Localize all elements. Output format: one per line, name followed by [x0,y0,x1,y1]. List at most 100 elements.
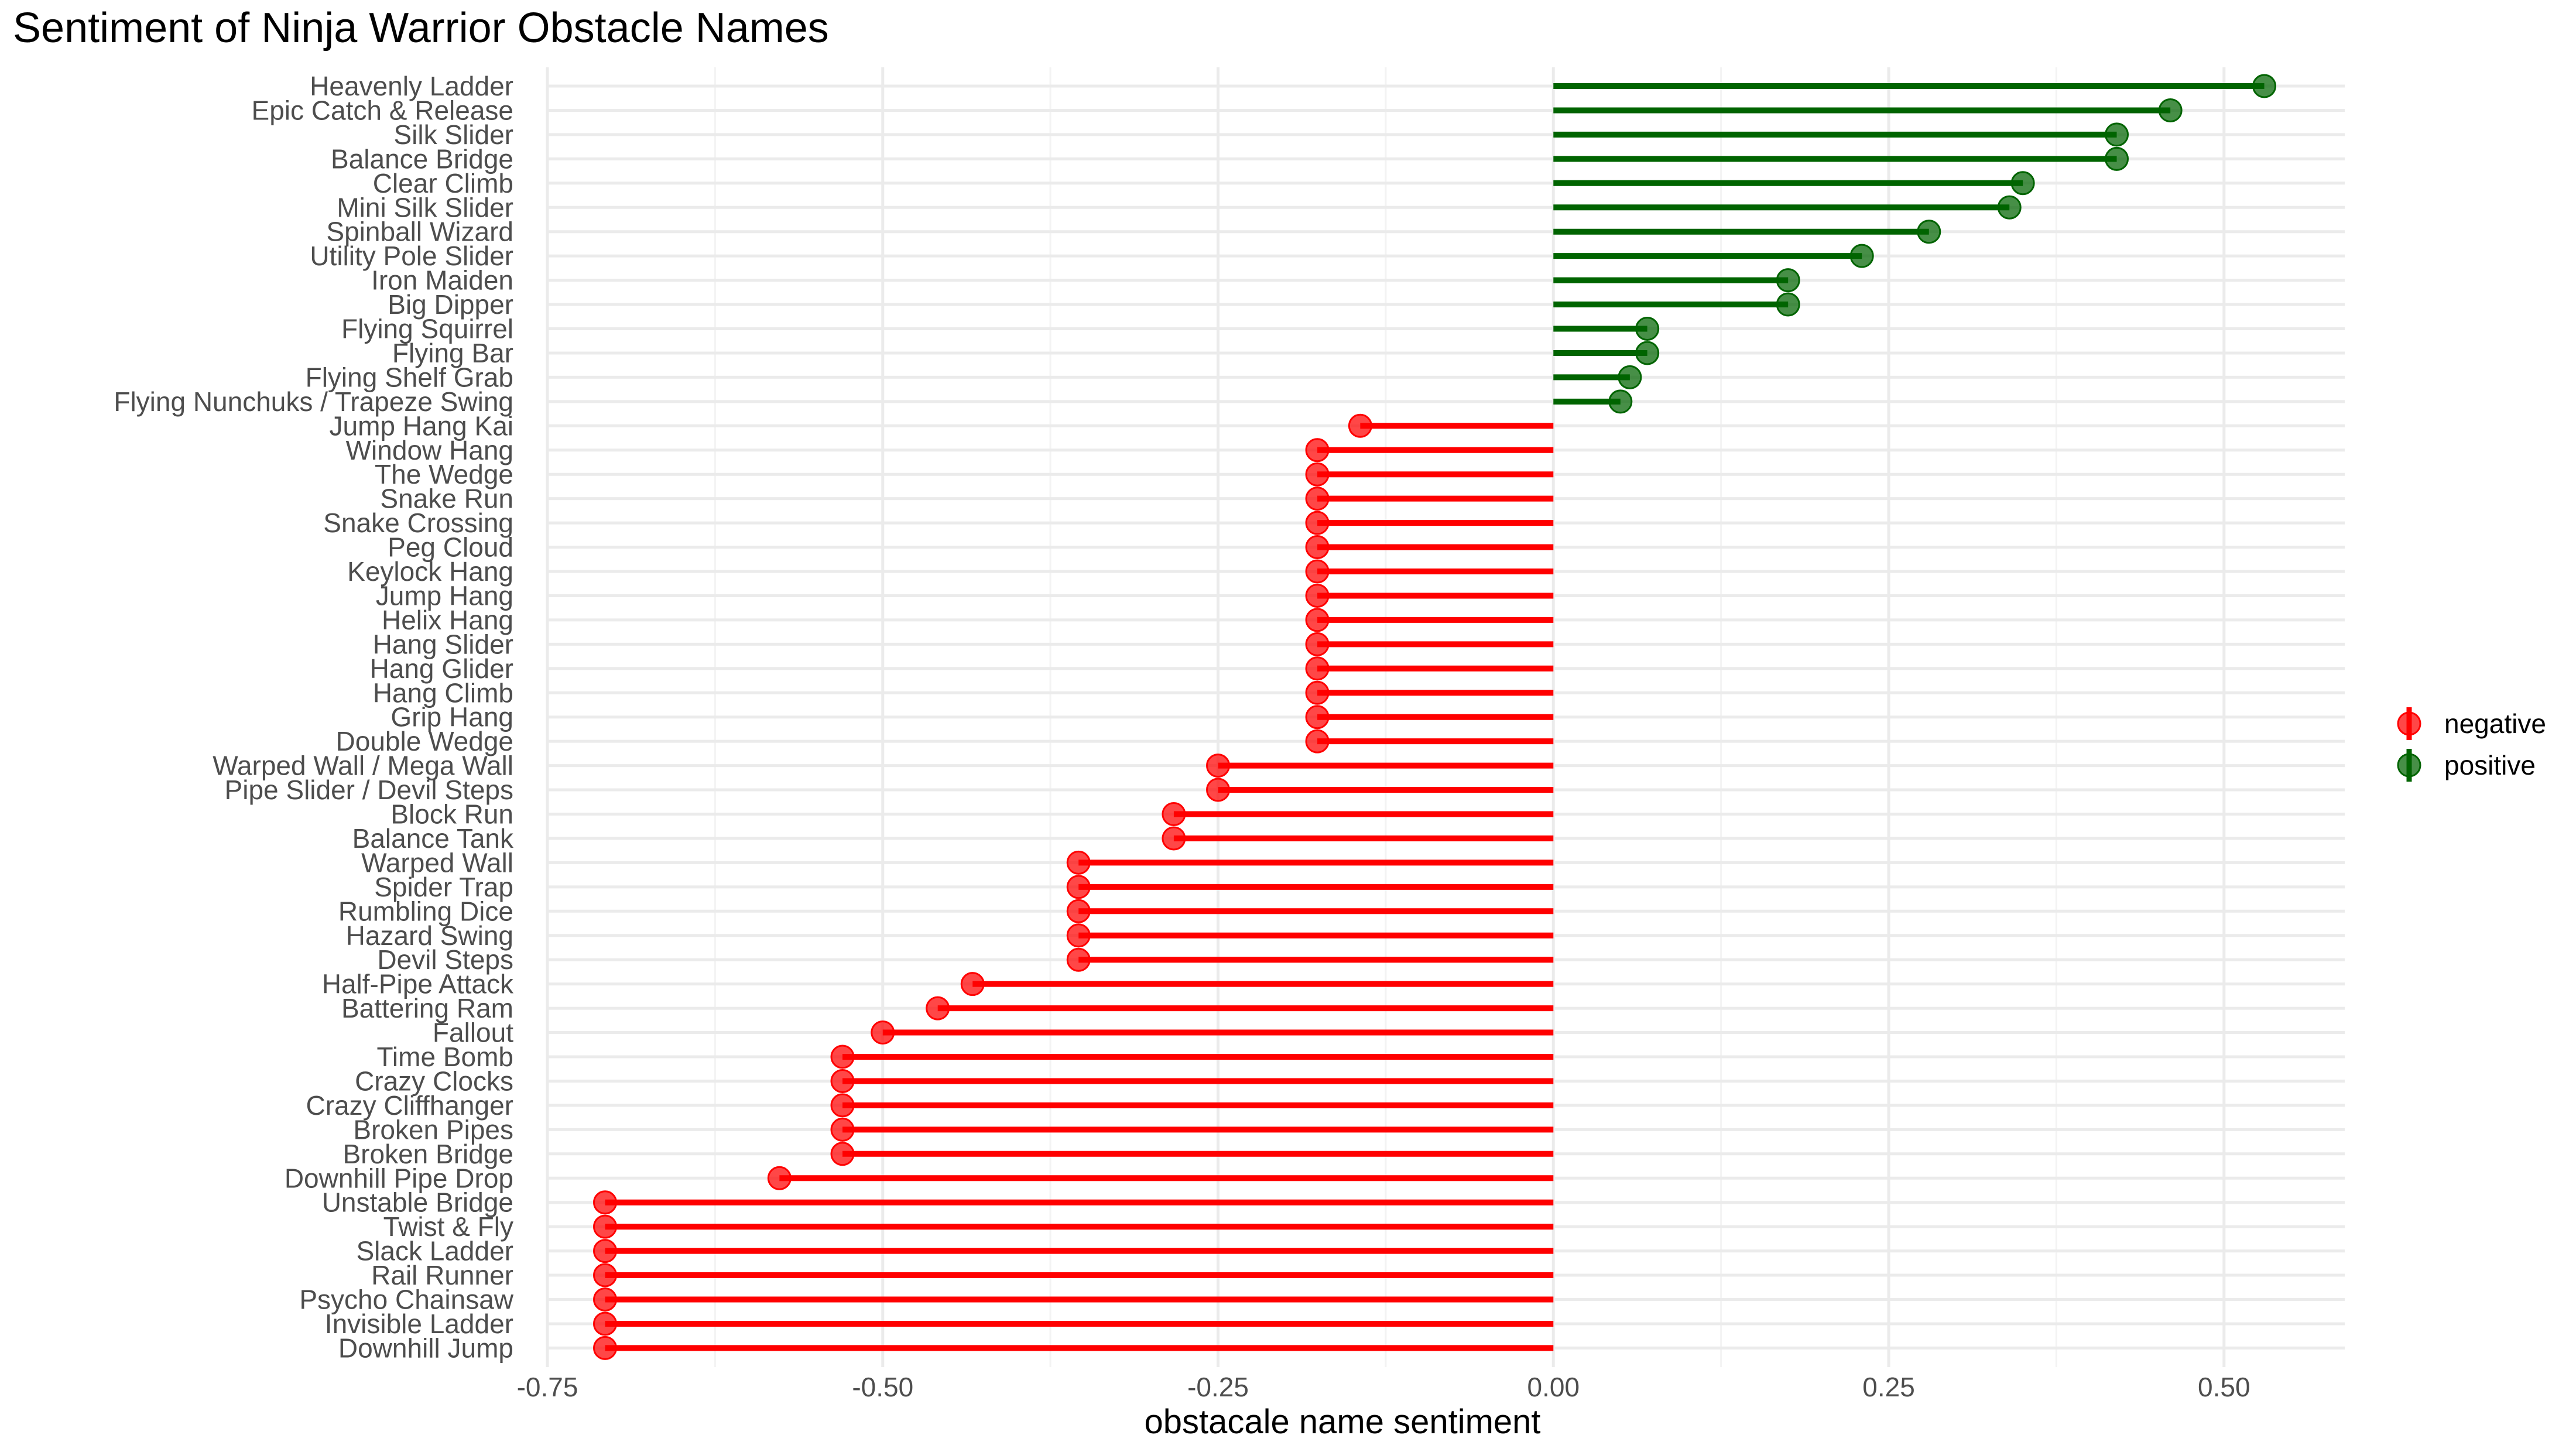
category-label: Psycho Chainsaw [299,1285,513,1315]
legend: negative positive [2397,707,2546,782]
category-label: Fallout [433,1018,513,1048]
category-label: Block Run [390,799,513,830]
category-label: Helix Hang [382,605,513,635]
lollipop-point [1066,875,1091,899]
x-tick-label: 0.50 [2198,1372,2250,1402]
category-label: Spinball Wizard [326,217,513,247]
category-label: Spider Trap [374,872,513,902]
chart-title: Sentiment of Ninja Warrior Obstacle Name… [13,5,829,52]
category-label: Mini Silk Slider [337,192,513,222]
category-label: Clear Climb [373,168,513,198]
x-axis-title: obstacale name sentiment [1144,1403,1540,1441]
lollipop-point [1206,778,1231,802]
lollipop-point [1305,462,1330,487]
lollipop-point [593,1214,618,1239]
lollipop-point [2010,171,2035,196]
lollipop-point [1849,244,1874,268]
category-label: Hang Climb [373,677,513,708]
lollipop-point [1635,317,1660,341]
x-tick-label: 0.00 [1527,1372,1580,1402]
category-label: Snake Crossing [323,508,513,538]
lollipop-point [593,1311,618,1336]
lollipop-point [926,996,950,1020]
category-label: Hang Glider [370,653,513,684]
lollipop-point [830,1093,855,1118]
category-label: Rumbling Dice [338,896,513,926]
category-label: Hang Slider [373,629,513,659]
category-label: Crazy Cliffhanger [306,1090,513,1121]
category-label: Iron Maiden [371,265,513,296]
lollipop-point [960,972,985,996]
x-tick-label: 0.25 [1862,1372,1915,1402]
lollipop-point [830,1069,855,1093]
lollipop-point [1305,705,1330,730]
category-label: Balance Bridge [331,143,513,174]
category-label: Flying Squirrel [341,314,513,344]
category-label: Pipe Slider / Devil Steps [225,775,513,805]
lollipop-point [871,1020,895,1045]
category-label: Snake Run [380,484,513,514]
lollipop-point [1305,559,1330,584]
lollipop-point [1305,535,1330,560]
x-tick-label: -0.75 [517,1372,578,1402]
lollipop-point [1305,656,1330,681]
lollipop-point [767,1166,792,1190]
lollipop-point [830,1117,855,1142]
lollipop-point [1305,632,1330,656]
x-tick-label: -0.25 [1187,1372,1249,1402]
category-label: Flying Nunchuks / Trapeze Swing [114,386,513,417]
lollipop-point [1348,413,1372,438]
legend-key-point [2397,753,2421,778]
category-label: Silk Slider [393,119,513,150]
category-label: Big Dipper [388,289,513,320]
legend-label-negative: negative [2444,708,2546,739]
lollipop-point [1305,729,1330,754]
category-label: Heavenly Ladder [310,71,513,101]
lollipop-point [2252,74,2277,98]
category-label: Downhill Pipe Drop [285,1163,513,1193]
category-label: Jump Hang Kai [330,410,514,441]
lollipop-point [1305,680,1330,705]
category-label: Warped Wall / Mega Wall [213,751,513,781]
category-label: Flying Bar [392,338,513,368]
category-label: Twist & Fly [383,1211,513,1242]
category-label: Slack Ladder [357,1236,514,1266]
legend-label-positive: positive [2444,750,2536,780]
category-label: Rail Runner [371,1260,513,1290]
lollipop-point [1305,487,1330,511]
lollipop-point [1305,583,1330,608]
category-label: Window Hang [346,435,513,465]
lollipop-point [1305,608,1330,632]
lollipop-point [1066,899,1091,923]
category-label: Peg Cloud [388,532,513,563]
lollipop-point [830,1142,855,1166]
lollipop-point [1618,365,1642,389]
category-label: Unstable Bridge [322,1187,513,1218]
lollipop-point [1066,923,1091,948]
lollipop-point [1066,947,1091,972]
lollipop-point [1162,826,1186,851]
lollipop-point [1608,389,1633,414]
lollipop-point [593,1239,618,1263]
category-label: Devil Steps [377,944,513,975]
lollipop-point [593,1287,618,1311]
category-label: Time Bomb [377,1042,513,1072]
category-label: Double Wedge [336,726,513,756]
marks-layer [593,74,2277,1360]
lollipop-point [1776,292,1800,317]
category-label: Half-Pipe Attack [322,969,514,999]
category-label: Balance Tank [352,823,514,854]
category-label: Keylock Hang [347,556,513,587]
lollipop-point [593,1190,618,1215]
lollipop-point [1305,438,1330,463]
lollipop-point [1917,220,1941,244]
category-label: Utility Pole Slider [310,241,513,271]
lollipop-point [593,1263,618,1287]
lollipop-point [2158,98,2183,122]
category-label: Downhill Jump [338,1333,513,1363]
lollipop-point [1305,511,1330,535]
lollipop-point [2105,122,2129,147]
